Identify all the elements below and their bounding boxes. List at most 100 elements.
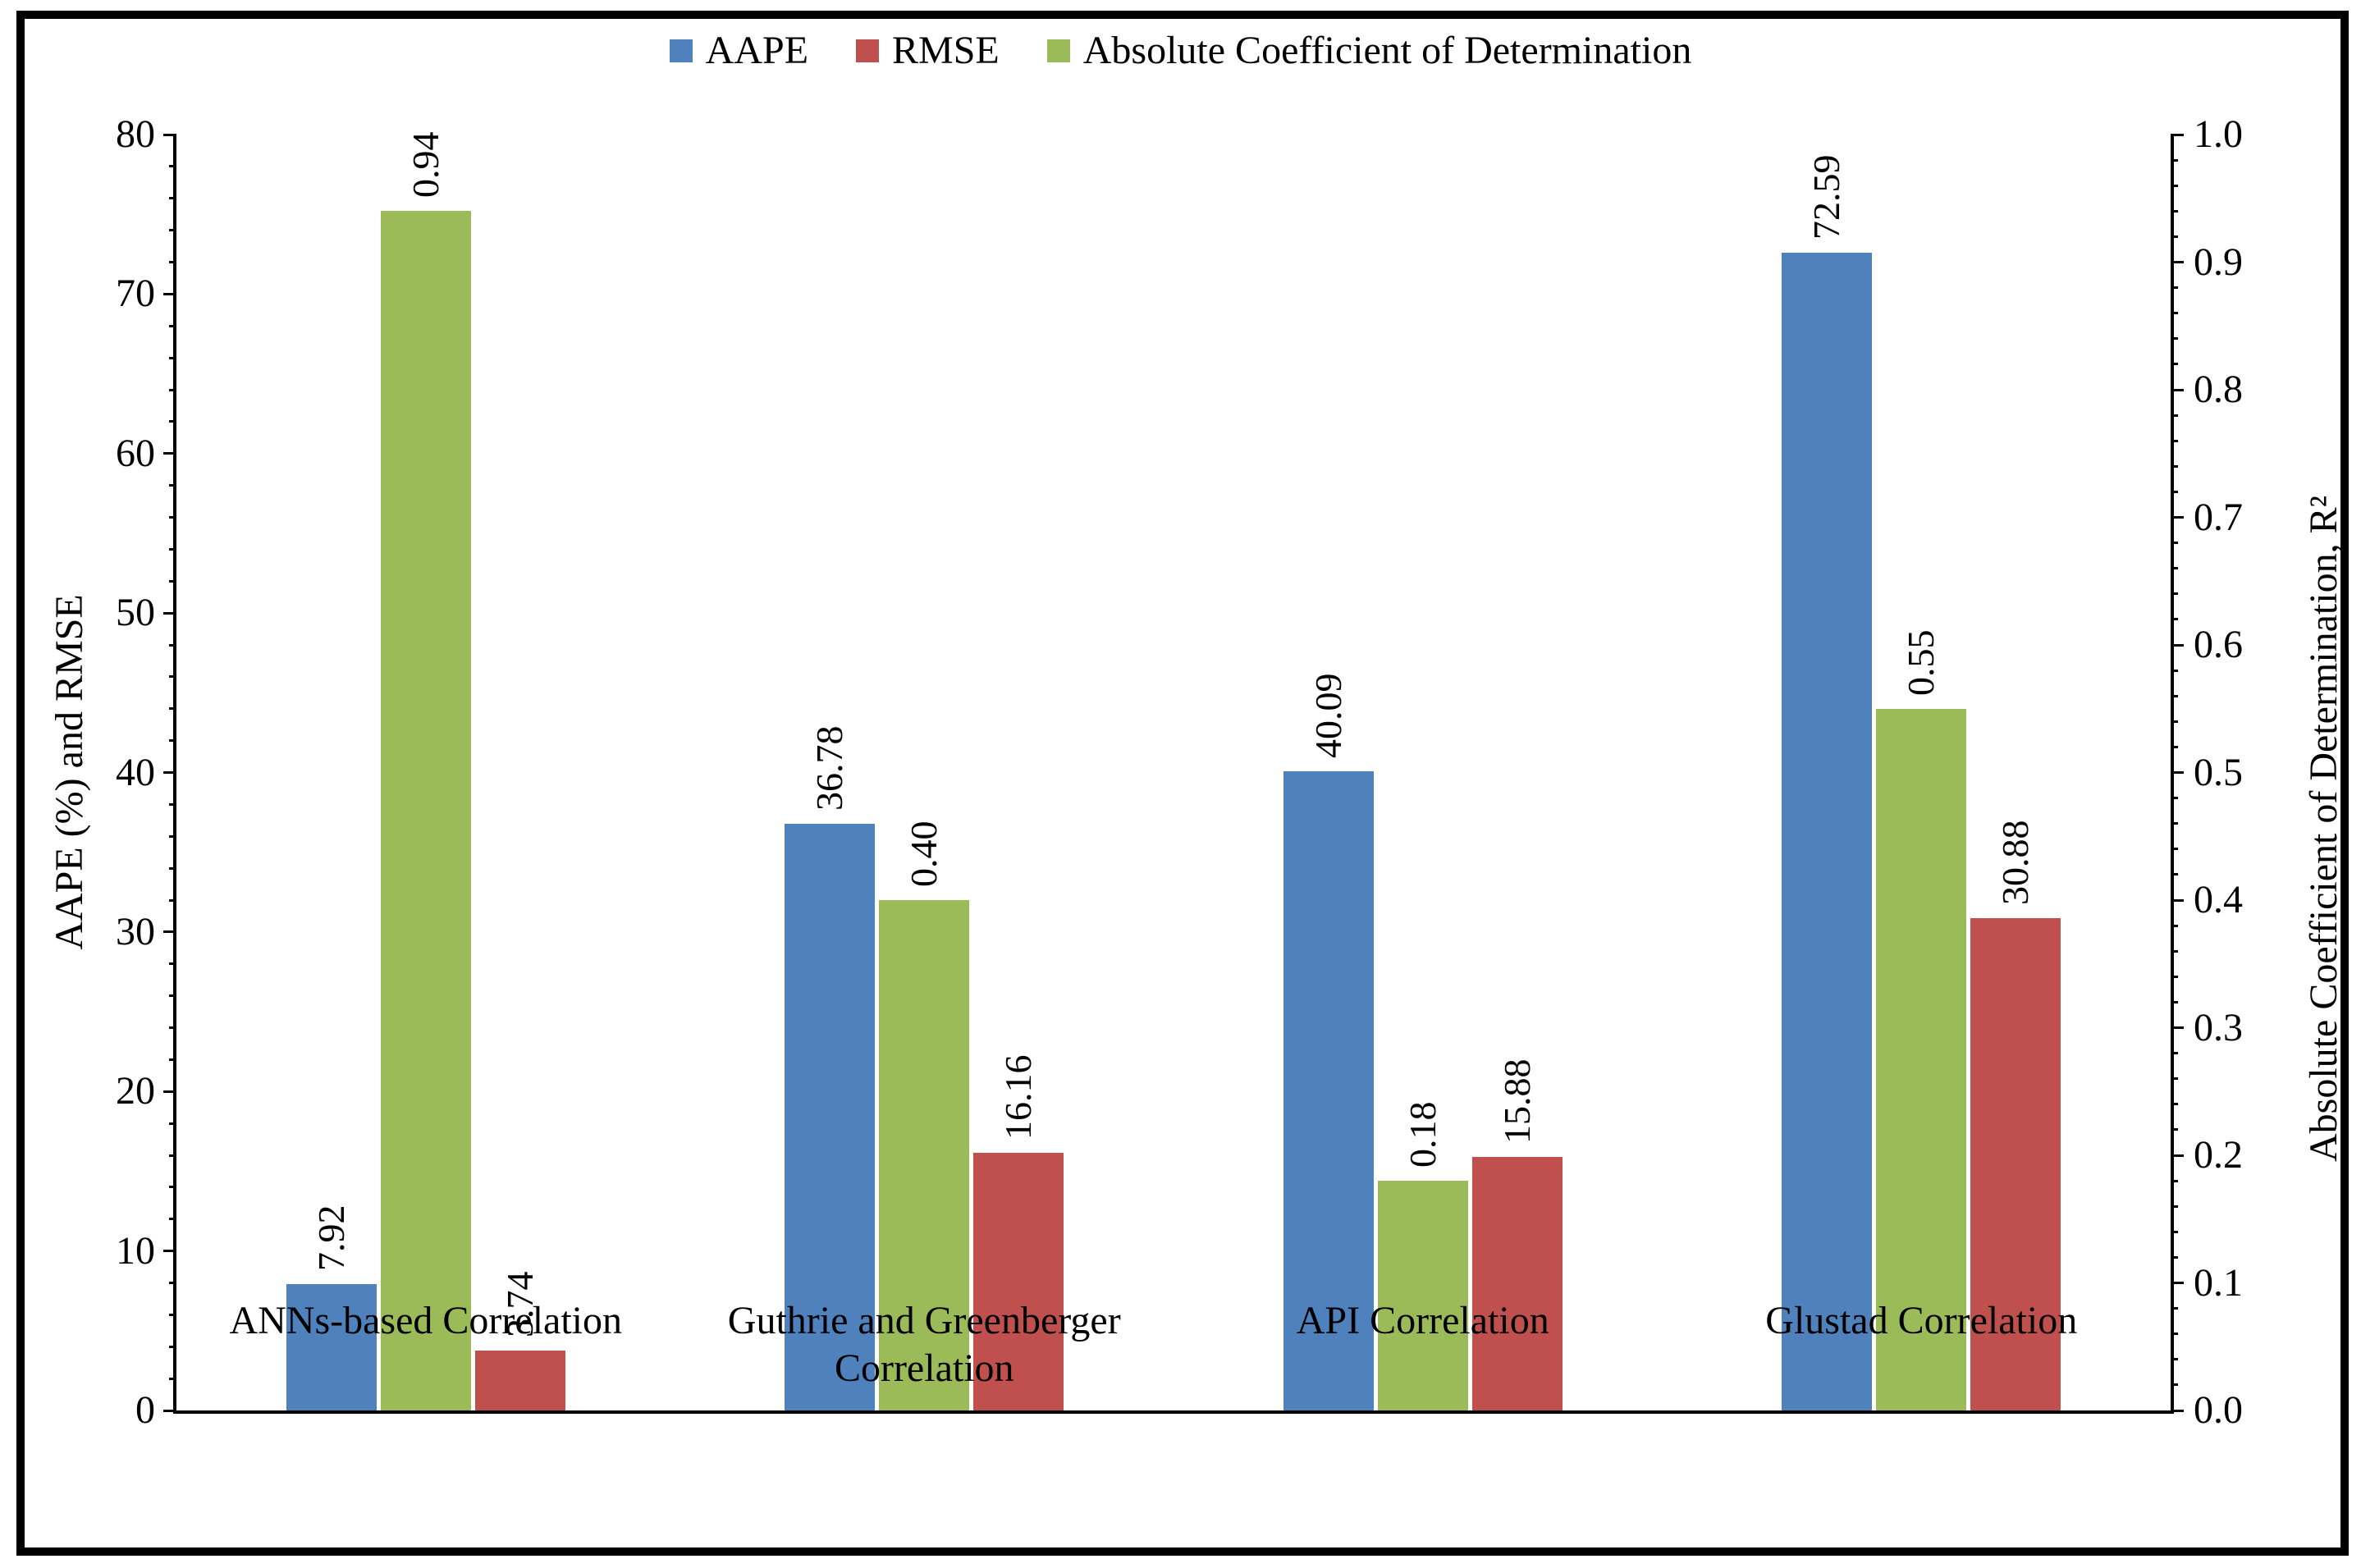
left-tick-label: 50	[116, 591, 155, 635]
bar	[1377, 1181, 1468, 1410]
minor-tick-right	[2171, 1103, 2178, 1106]
minor-tick-left	[169, 197, 176, 200]
minor-tick-right	[2171, 1128, 2178, 1131]
minor-tick-right	[2171, 363, 2178, 366]
minor-tick-left	[169, 1377, 176, 1380]
minor-tick-right	[2171, 1307, 2178, 1310]
legend-swatch	[1046, 39, 1070, 62]
minor-tick-left	[169, 229, 176, 232]
major-tick-right	[2171, 516, 2184, 519]
bar-value-label: 7.92	[309, 1205, 352, 1272]
minor-tick-right	[2171, 286, 2178, 290]
right-tick-label: 0.4	[2194, 878, 2243, 921]
minor-tick-right	[2171, 567, 2178, 570]
bar-value-label: 0.40	[903, 821, 945, 888]
legend-swatch	[856, 39, 880, 62]
bar-value-label: 15.88	[1495, 1058, 1538, 1145]
right-tick-label: 0.9	[2194, 240, 2243, 284]
minor-tick-left	[169, 834, 176, 838]
bar	[474, 1351, 565, 1410]
minor-tick-right	[2171, 490, 2178, 493]
minor-tick-right	[2171, 158, 2178, 162]
minor-tick-left	[169, 547, 176, 551]
minor-tick-right	[2171, 592, 2178, 596]
minor-tick-right	[2171, 618, 2178, 621]
axis-ticks-layer: 0 10 20 30 40 50 60 70 80 0.0 0.1 0.2 0.3 0.4 0.5 0.6 0.…	[116, 112, 2243, 1432]
major-tick-left	[163, 1409, 176, 1412]
minor-tick-right	[2171, 1052, 2178, 1055]
minor-tick-right	[2171, 1333, 2178, 1336]
major-tick-right	[2171, 1282, 2184, 1284]
minor-tick-right	[2171, 694, 2178, 697]
right-tick-label: 0.0	[2194, 1388, 2243, 1432]
minor-tick-left	[169, 962, 176, 966]
bar	[1471, 1157, 1563, 1410]
right-tick-label: 0.3	[2194, 1005, 2243, 1049]
major-tick-right	[2171, 261, 2184, 263]
legend: AAPE RMSE Absolute Coefficient of Determin…	[0, 30, 2361, 72]
minor-tick-right	[2171, 822, 2178, 825]
right-tick-label: 0.7	[2194, 495, 2243, 539]
minor-tick-right	[2171, 464, 2178, 468]
major-tick-left	[163, 930, 176, 934]
left-tick-label: 20	[116, 1069, 155, 1113]
bar	[785, 824, 876, 1410]
right-tick-label: 0.2	[2194, 1133, 2243, 1177]
minor-tick-left	[169, 579, 176, 583]
major-tick-right	[2171, 1026, 2184, 1029]
minor-tick-right	[2171, 873, 2178, 876]
minor-tick-right	[2171, 209, 2178, 213]
right-tick-label: 1.0	[2194, 112, 2243, 156]
bar-value-label: 0.18	[1401, 1101, 1444, 1168]
bar	[1970, 917, 2061, 1410]
minor-tick-right	[2171, 235, 2178, 238]
legend-item: RMSE	[856, 30, 1000, 72]
minor-tick-left	[169, 261, 176, 263]
minor-tick-right	[2171, 184, 2178, 187]
legend-label: Absolute Coefficient of Determination	[1082, 29, 1692, 72]
legend-item: Absolute Coefficient of Determination	[1046, 29, 1692, 72]
major-tick-right	[2171, 133, 2184, 136]
minor-tick-left	[169, 994, 176, 998]
minor-tick-right	[2171, 669, 2178, 672]
minor-tick-left	[169, 484, 176, 487]
minor-tick-right	[2171, 439, 2178, 442]
left-tick-label: 10	[116, 1228, 155, 1273]
minor-tick-left	[169, 388, 176, 391]
bar	[380, 211, 471, 1410]
bar-value-label: 0.55	[1900, 629, 1942, 696]
minor-tick-right	[2171, 848, 2178, 851]
legend-label: AAPE	[705, 29, 809, 72]
minor-tick-left	[169, 1282, 176, 1284]
minor-tick-left	[169, 1186, 176, 1189]
minor-tick-right	[2171, 542, 2178, 545]
minor-tick-left	[169, 898, 176, 902]
minor-tick-left	[169, 1058, 176, 1061]
minor-tick-left	[169, 516, 176, 519]
left-tick-label: 0	[135, 1388, 155, 1432]
major-tick-right	[2171, 1409, 2184, 1412]
right-axis-title: Absolute Coefficient of Determination, R…	[2302, 496, 2345, 1162]
legend-swatch	[669, 39, 693, 62]
bar-value-label: 36.78	[808, 725, 851, 811]
major-tick-right	[2171, 1154, 2184, 1157]
minor-tick-left	[169, 643, 176, 647]
minor-tick-left	[169, 1154, 176, 1157]
major-tick-left	[163, 1250, 176, 1253]
minor-tick-right	[2171, 924, 2178, 927]
left-tick-label: 40	[116, 750, 155, 794]
left-tick-label: 70	[116, 272, 155, 316]
bar	[879, 900, 970, 1410]
legend-label: RMSE	[892, 29, 1000, 72]
minor-tick-left	[169, 1345, 176, 1348]
category-label: API Correlation	[1296, 1299, 1549, 1342]
minor-tick-left	[169, 739, 176, 743]
minor-tick-left	[169, 1122, 176, 1125]
left-tick-label: 80	[116, 112, 155, 156]
left-tick-label: 60	[116, 431, 155, 475]
minor-tick-left	[169, 1026, 176, 1029]
minor-tick-left	[169, 1218, 176, 1221]
major-tick-left	[163, 292, 176, 295]
major-tick-left	[163, 452, 176, 455]
